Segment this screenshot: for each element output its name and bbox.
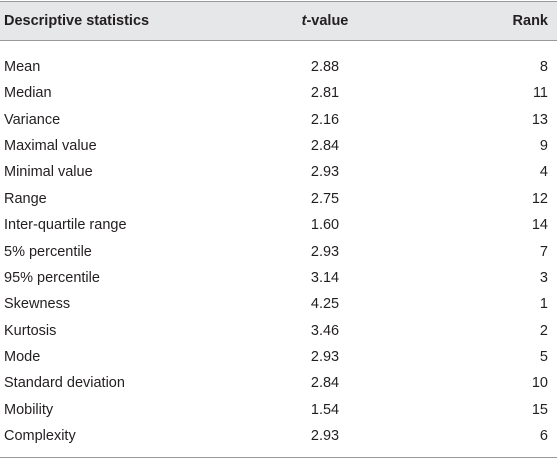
row-label: Mode — [4, 348, 41, 365]
t-value-cell: 2.84 — [310, 375, 340, 392]
row-label: Minimal value — [4, 164, 93, 181]
t-value-cell: 2.93 — [310, 348, 340, 365]
row-label: Mean — [4, 59, 41, 75]
row-label: Mobility — [4, 401, 54, 418]
header-cell: Descriptive statistics — [4, 13, 150, 29]
t-value-cell: 2.84 — [310, 138, 340, 155]
rank-cell: 14 — [531, 217, 548, 234]
rank-cell: 15 — [531, 401, 548, 418]
rank-cell: 5 — [539, 348, 548, 365]
t-value-cell: 4.25 — [310, 296, 340, 313]
header-row: Descriptive statistics t-value Rank — [0, 2, 557, 40]
rank-cell: 1 — [539, 296, 548, 313]
rank-cell: 9 — [539, 138, 548, 155]
row-label: Complexity — [4, 428, 76, 445]
t-value-cell: 2.75 — [310, 190, 340, 207]
row-label: Inter-quartile range — [4, 217, 127, 234]
t-value-cell: 2.93 — [310, 164, 340, 181]
rank-cell: 6 — [539, 428, 548, 445]
rank-cell: 7 — [539, 243, 548, 260]
rank-cell: 13 — [531, 111, 548, 128]
row-label: Range — [4, 190, 47, 207]
rank-cell: 10 — [531, 375, 548, 392]
t-value-cell: 1.60 — [310, 217, 340, 234]
t-value-cell: 3.46 — [310, 322, 340, 339]
bottom-rule — [0, 457, 557, 458]
rank-cell: 4 — [539, 164, 548, 181]
rank-cell: 12 — [531, 190, 548, 207]
rank-cell: 11 — [532, 85, 548, 102]
t-value-cell: 3.14 — [310, 269, 340, 286]
t-value-cell: 1.54 — [310, 401, 340, 418]
t-value-cell: 2.93 — [310, 428, 340, 445]
rank-cell: 8 — [539, 59, 548, 75]
t-value-cell: 2.81 — [310, 85, 340, 102]
t-value-cell: 2.16 — [310, 111, 340, 128]
rank-cell: 3 — [539, 269, 548, 286]
row-label: Median — [4, 85, 52, 102]
row-label: Maximal value — [4, 138, 97, 155]
header-cell: Rank — [512, 13, 548, 29]
row-label: Standard deviation — [4, 375, 125, 392]
row-label: 95% percentile — [4, 269, 100, 286]
row-label: 5% percentile — [4, 243, 92, 260]
header-italic: t — [301, 13, 307, 29]
row-label: Variance — [4, 111, 61, 128]
row-label: Kurtosis — [4, 322, 57, 339]
row-label: Skewness — [4, 296, 71, 313]
top-rule — [0, 1, 557, 2]
t-value-cell: 2.88 — [310, 59, 340, 75]
header-text: -value — [306, 13, 349, 29]
t-value-cell: 2.93 — [310, 243, 340, 260]
rank-cell: 2 — [539, 322, 548, 339]
header-rule — [0, 40, 557, 41]
header-cell: t-value — [250, 8, 400, 34]
